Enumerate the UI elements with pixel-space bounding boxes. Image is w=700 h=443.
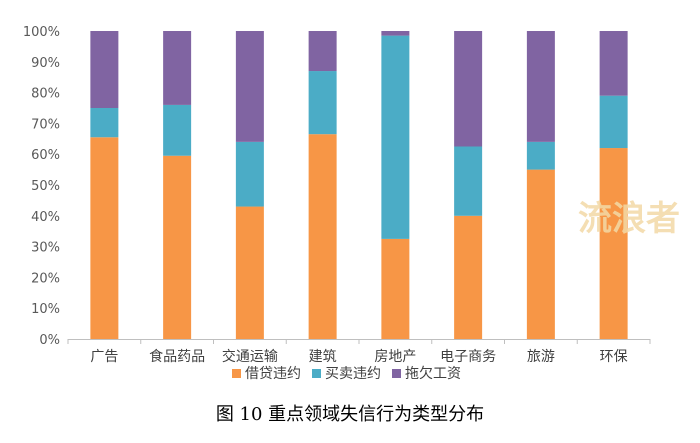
bar-segment-series-0 (163, 155, 192, 339)
x-category-label: 电子商务 (440, 349, 496, 365)
bar-segment-series-1 (235, 141, 264, 207)
bar-segment-series-2 (90, 31, 119, 108)
legend-label: 买卖违约 (325, 366, 381, 382)
legend-swatch (232, 369, 241, 378)
bar-segment-series-1 (599, 95, 628, 149)
bar-segment-series-2 (381, 31, 410, 36)
legend-swatch (392, 369, 401, 378)
bar-segment-series-2 (454, 31, 483, 147)
bar-segment-series-0 (308, 134, 337, 339)
bar-segment-series-2 (163, 31, 192, 105)
y-tick-label: 10% (31, 302, 60, 317)
bar-segment-series-2 (599, 31, 628, 96)
x-category-label: 房地产 (374, 349, 416, 365)
bar-segment-series-2 (235, 31, 264, 142)
y-tick-label: 60% (31, 148, 60, 163)
y-tick-label: 0% (39, 333, 60, 348)
y-tick-label: 30% (31, 241, 60, 256)
y-tick-label: 20% (31, 271, 60, 286)
bar-segment-series-1 (308, 71, 337, 135)
y-tick-label: 80% (31, 87, 60, 102)
legend-label: 拖欠工资 (405, 366, 461, 382)
bar-segment-series-0 (90, 137, 119, 339)
x-category-label: 环保 (600, 349, 628, 365)
x-category-label: 旅游 (527, 349, 555, 365)
bar-segment-series-1 (454, 146, 483, 216)
legend-label: 借贷违约 (245, 366, 301, 382)
x-category-label: 交通运输 (222, 348, 278, 365)
bars (90, 31, 628, 339)
bar-segment-series-0 (381, 238, 410, 339)
y-tick-label: 90% (31, 56, 60, 71)
bar-segment-series-0 (599, 148, 628, 339)
y-axis: 0% 10% 20% 30% 40% 50% 60% 70% 80% 90% 100% (23, 25, 60, 348)
x-category-label: 建筑 (309, 349, 337, 365)
bar-segment-series-1 (526, 141, 555, 170)
bar-segment-series-0 (526, 169, 555, 339)
watermark: 流浪者 (578, 199, 680, 239)
bar-segment-series-2 (526, 31, 555, 142)
y-tick-label: 70% (31, 117, 60, 132)
x-category-label: 食品药品 (149, 348, 205, 365)
bar-segment-series-1 (90, 108, 119, 138)
legend: 借贷违约 买卖违约 拖欠工资 (232, 366, 461, 382)
bar-segment-series-1 (163, 104, 192, 156)
bar-segment-series-2 (308, 31, 337, 72)
y-tick-label: 100% (23, 25, 60, 40)
bar-segment-series-0 (454, 215, 483, 339)
bar-segment-series-1 (381, 35, 410, 239)
y-tick-label: 40% (31, 210, 60, 225)
figure-caption: 图 10 重点领域失信行为类型分布 (216, 404, 484, 425)
y-tick-label: 50% (31, 179, 60, 194)
legend-swatch (312, 369, 321, 378)
bar-segment-series-0 (235, 206, 264, 339)
x-category-label: 广告 (90, 349, 118, 365)
x-axis: 广告 食品药品 交通运输 建筑 房地产 电子商务 旅游 环保 (67, 339, 651, 365)
